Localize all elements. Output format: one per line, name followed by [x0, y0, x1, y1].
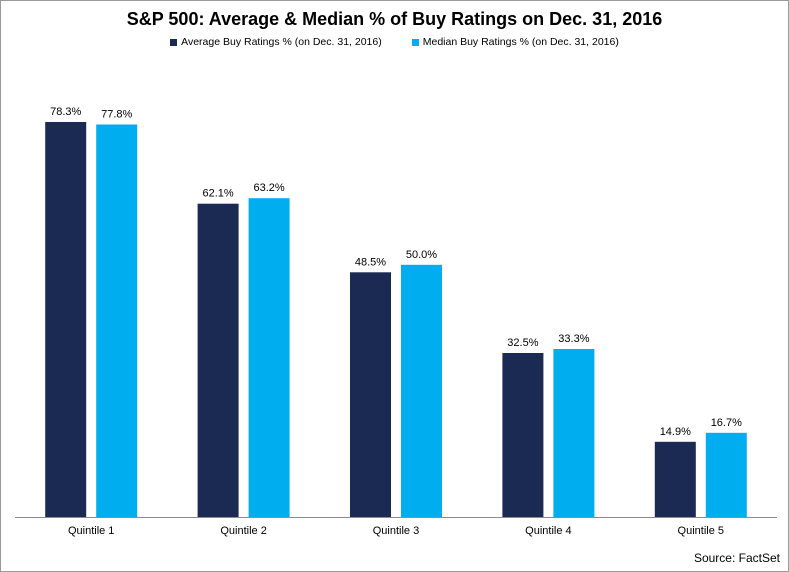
data-label-average-q1: 78.3% — [50, 106, 81, 118]
bar-median-q4 — [553, 349, 595, 517]
bar-median-q2 — [248, 198, 290, 517]
data-label-average-q5: 14.9% — [660, 426, 691, 438]
legend-label-average: Average Buy Ratings % (on Dec. 31, 2016) — [181, 36, 382, 48]
bar-average-q1 — [45, 122, 87, 517]
data-label-median-q5: 16.7% — [711, 417, 742, 429]
data-label-median-q4: 33.3% — [558, 333, 589, 345]
bar-median-q3 — [401, 264, 442, 517]
legend: Average Buy Ratings % (on Dec. 31, 2016)… — [1, 36, 788, 48]
data-label-median-q1: 77.8% — [101, 109, 132, 121]
data-label-average-q4: 32.5% — [507, 337, 538, 349]
data-label-median-q2: 63.2% — [253, 182, 284, 194]
legend-item-median: Median Buy Ratings % (on Dec. 31, 2016) — [411, 36, 619, 48]
bar-average-q2 — [197, 203, 239, 517]
x-tick-label-q3: Quintile 3 — [373, 525, 419, 537]
x-tick-label-q5: Quintile 5 — [678, 525, 724, 537]
bar-median-q5 — [705, 432, 747, 517]
x-tick-label-q1: Quintile 1 — [68, 525, 114, 537]
bar-average-q4 — [502, 353, 544, 517]
x-tick-label-q2: Quintile 2 — [220, 525, 266, 537]
data-label-median-q3: 50.0% — [406, 249, 437, 261]
data-label-average-q3: 48.5% — [355, 256, 386, 268]
bar-average-q5 — [654, 441, 696, 517]
source-note: Source: FactSet — [693, 551, 780, 565]
bar-median-q1 — [96, 124, 138, 517]
bar-average-q3 — [350, 272, 391, 517]
x-tick-label-q4: Quintile 4 — [525, 525, 571, 537]
chart-title: S&P 500: Average & Median % of Buy Ratin… — [126, 9, 663, 29]
legend-label-median: Median Buy Ratings % (on Dec. 31, 2016) — [422, 36, 619, 48]
data-label-average-q2: 62.1% — [202, 188, 233, 200]
legend-item-average: Average Buy Ratings % (on Dec. 31, 2016) — [170, 36, 382, 48]
legend-swatch-average — [170, 38, 178, 46]
legend-swatch-median — [411, 38, 419, 46]
